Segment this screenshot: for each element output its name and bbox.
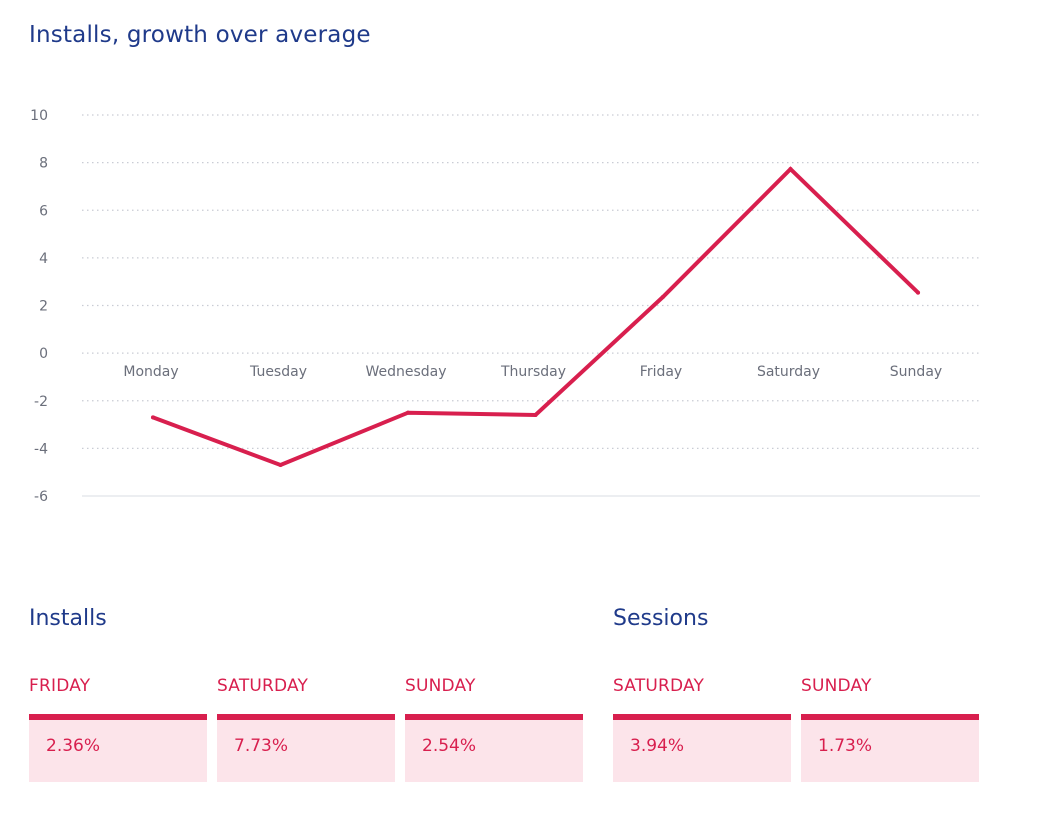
installs-card-friday: FRIDAY 2.36% [29,676,207,782]
sessions-card-sunday: SUNDAY 1.73% [801,676,979,782]
data-point [533,413,538,418]
installs-section-title: Installs [29,606,107,631]
data-point [788,167,793,172]
card-value: 1.73% [801,720,979,782]
y-tick-label: 0 [39,346,48,362]
data-point [916,290,920,295]
card-day-label: SUNDAY [801,676,872,696]
installs-card-saturday: SATURDAY 7.73% [217,676,395,782]
data-point [406,410,410,415]
x-tick-label: Tuesday [249,364,307,380]
y-tick-label: 10 [30,108,48,124]
data-point [278,463,283,468]
y-tick-label: -6 [34,489,48,505]
card-day-label: SATURDAY [217,676,309,696]
x-tick-label: Sunday [890,364,942,380]
sessions-section-title: Sessions [613,606,709,631]
card-value: 7.73% [217,720,395,782]
data-point [151,415,155,420]
card-accent-bar [217,714,395,720]
data-point [661,294,665,299]
card-value: 2.54% [405,720,583,782]
card-day-label: FRIDAY [29,676,91,696]
x-tick-label: Friday [640,364,682,380]
card-value: 2.36% [29,720,207,782]
card-value: 3.94% [613,720,791,782]
x-tick-label: Wednesday [365,364,446,380]
y-tick-label: -2 [34,394,48,410]
card-accent-bar [613,714,791,720]
y-tick-label: 6 [39,203,48,219]
line-chart: 10 8 6 4 2 0 -2 -4 -6 Monday Tuesday Wednesday Thurs… [30,108,980,505]
sessions-card-saturday: SATURDAY 3.94% [613,676,791,782]
card-day-label: SUNDAY [405,676,476,696]
series-line [151,166,920,468]
y-tick-label: 4 [39,251,48,267]
y-tick-label: 8 [39,156,48,172]
chart-title: Installs, growth over average [29,22,371,48]
card-day-label: SATURDAY [613,676,705,696]
x-tick-label: Monday [123,364,178,380]
x-tick-label: Thursday [500,364,566,380]
installs-card-sunday: SUNDAY 2.54% [405,676,583,782]
x-tick-label: Saturday [757,364,820,380]
card-accent-bar [801,714,979,720]
y-tick-label: 2 [39,299,48,315]
card-accent-bar [29,714,207,720]
card-accent-bar [405,714,583,720]
y-tick-label: -4 [34,441,48,457]
